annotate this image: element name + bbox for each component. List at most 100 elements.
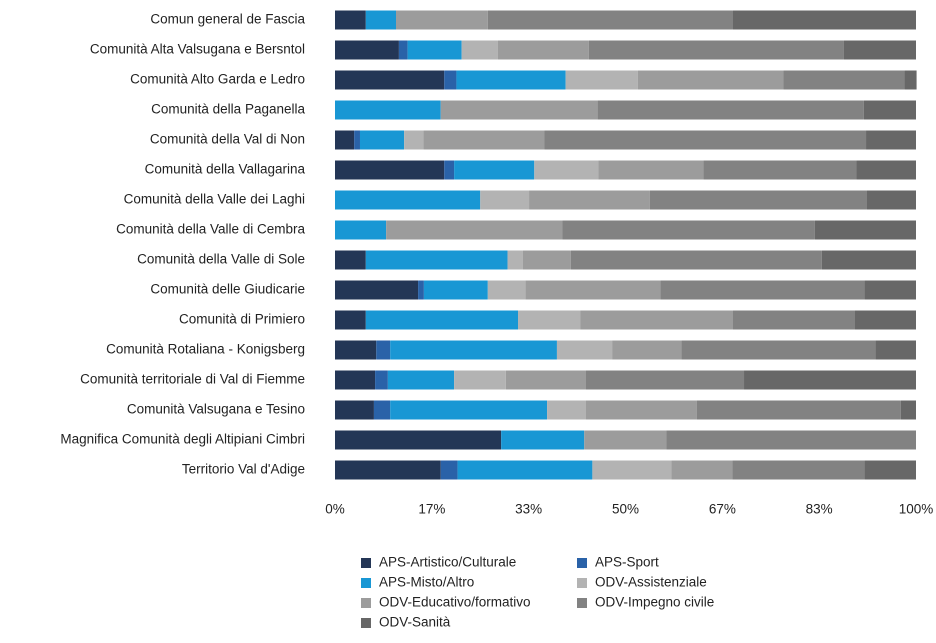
bar-segment [534, 160, 599, 180]
bar-segment [854, 310, 916, 330]
bar-segment [386, 220, 563, 240]
y-tick-label: Comunità della Valle dei Laghi [124, 192, 305, 207]
legend-label: ODV-Educativo/formativo [379, 595, 531, 610]
bar-segment [544, 130, 867, 150]
bar-segment [866, 190, 916, 210]
bar-segment [396, 10, 488, 30]
bar-segment [480, 190, 530, 210]
bar-segment [588, 40, 844, 60]
bar-segment [585, 370, 745, 390]
legend-swatch [361, 578, 371, 588]
bar-segment [562, 220, 815, 240]
bar-segment [783, 70, 905, 90]
x-tick-label: 83% [806, 502, 833, 517]
bar-segment [354, 130, 360, 150]
bar-segment [387, 370, 455, 390]
bar-segment [584, 430, 667, 450]
bar-segment [335, 280, 419, 300]
bar-segment [407, 40, 462, 60]
bar-segment [335, 250, 366, 270]
legend-swatch [361, 558, 371, 568]
bar-segment [335, 460, 441, 480]
bar-segment [649, 190, 867, 210]
bar-segment [866, 130, 916, 150]
y-tick-label: Comunità della Paganella [151, 102, 305, 117]
bar-segment [518, 310, 581, 330]
bar-segment [335, 70, 445, 90]
bar-segment [637, 70, 784, 90]
bar-segment [681, 340, 876, 360]
bar-segment [732, 310, 855, 330]
bar-segment [440, 460, 458, 480]
bar-segment [570, 250, 822, 270]
bar-segment [487, 280, 526, 300]
bar-segment [900, 400, 916, 420]
legend-label: APS-Misto/Altro [379, 575, 474, 590]
x-tick-label: 50% [612, 502, 639, 517]
bar-segment [454, 160, 535, 180]
bar-segment [585, 400, 697, 420]
x-tick-label: 17% [418, 502, 445, 517]
bar-segment [398, 40, 408, 60]
y-tick-label: Comunità Rotaliana - Konigsberg [106, 342, 305, 357]
bar-segment [597, 100, 864, 120]
bar-segment [423, 280, 488, 300]
bar-segment [335, 160, 445, 180]
bar-segment [335, 130, 355, 150]
bar-segment [732, 460, 865, 480]
bar-segment [444, 70, 457, 90]
bar-segment [507, 250, 523, 270]
bar-segment [335, 370, 376, 390]
bar-segment [522, 250, 571, 270]
legend-label: ODV-Assistenziale [595, 575, 707, 590]
bar-segment [335, 340, 377, 360]
bar-segment [456, 70, 566, 90]
y-tick-label: Comun general de Fascia [150, 12, 305, 27]
bar-segment [335, 400, 374, 420]
bar-segment [598, 160, 704, 180]
y-tick-label: Territorio Val d'Adige [182, 462, 305, 477]
bar-segment [505, 370, 586, 390]
y-tick-label: Comunità di Primiero [179, 312, 305, 327]
y-tick-label: Comunità delle Giudicarie [150, 282, 305, 297]
bar-segment [335, 430, 502, 450]
bar-segment [335, 100, 441, 120]
bar-segment [335, 220, 387, 240]
bar-segment [359, 130, 405, 150]
y-tick-label: Comunità Valsugana e Tesino [127, 402, 305, 417]
legend-swatch [577, 558, 587, 568]
bar-segment [497, 40, 589, 60]
bar-segment [843, 40, 916, 60]
bar-segment [335, 10, 366, 30]
y-tick-label: Comunità della Valle di Sole [137, 252, 305, 267]
x-tick-label: 67% [709, 502, 736, 517]
y-tick-label: Comunità Alto Garda e Ledro [130, 72, 305, 87]
bar-segment [821, 250, 916, 270]
bar-segment [440, 100, 598, 120]
bar-segment [457, 460, 593, 480]
bar-segment [454, 370, 506, 390]
bar-segment [744, 370, 916, 390]
bar-segment [461, 40, 498, 60]
x-tick-label: 100% [899, 502, 934, 517]
bar-segment [556, 340, 613, 360]
bar-segment [592, 460, 672, 480]
bar-segment [375, 370, 388, 390]
bar-segment [390, 400, 548, 420]
bar-segment [666, 430, 916, 450]
legend-swatch [577, 598, 587, 608]
x-tick-label: 0% [325, 502, 345, 517]
bar-segment [390, 340, 557, 360]
bar-segment [376, 340, 391, 360]
bar-segment [529, 190, 650, 210]
y-tick-label: Comunità della Vallagarina [145, 162, 306, 177]
bar-segment [696, 400, 901, 420]
bar-segment [423, 130, 545, 150]
bar-segment [335, 40, 399, 60]
y-tick-label: Comunità della Val di Non [150, 132, 305, 147]
bar-segment [365, 10, 397, 30]
bar-segment [703, 160, 857, 180]
bar-segment [365, 250, 508, 270]
bar-segment [612, 340, 682, 360]
